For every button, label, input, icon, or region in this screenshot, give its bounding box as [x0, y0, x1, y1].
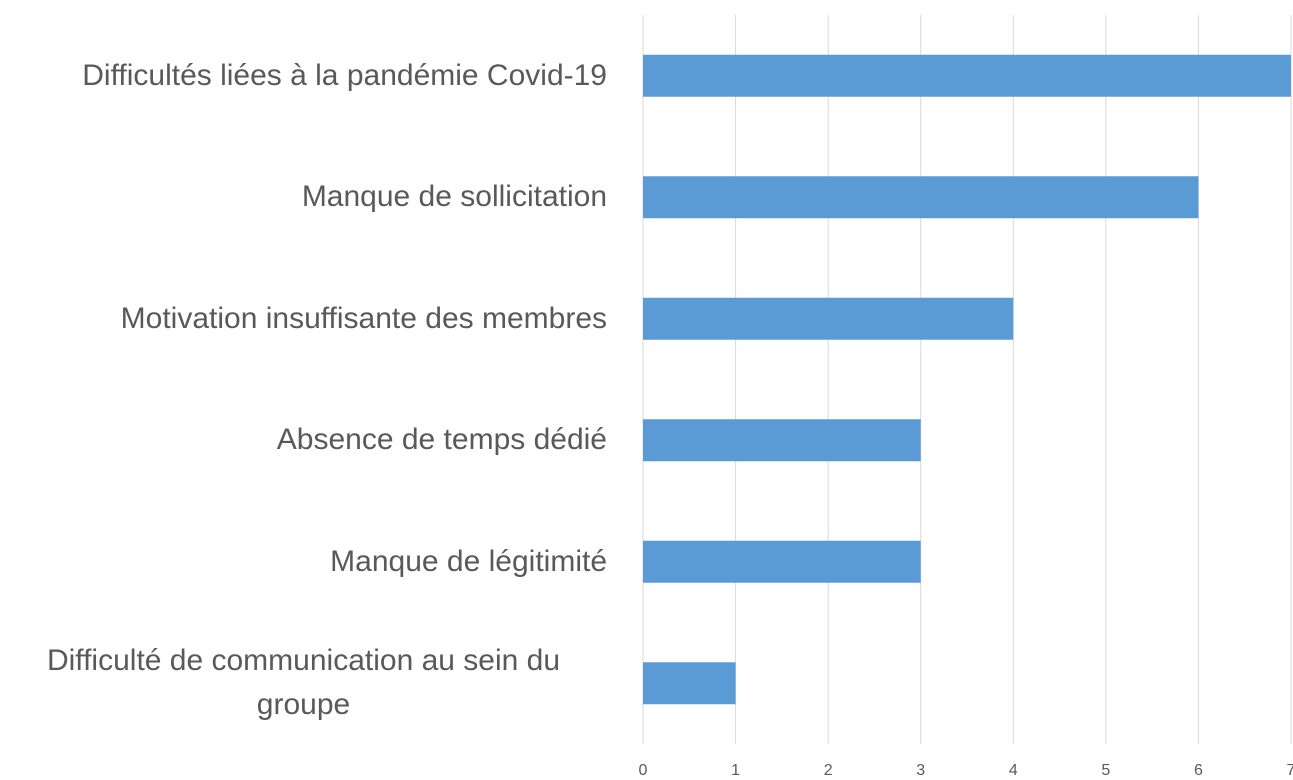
- bar: [643, 662, 736, 705]
- y-tick-label: Motivation insuffisante des membres: [120, 301, 607, 335]
- y-tick-label: Manque de légitimité: [330, 544, 607, 578]
- y-tick-label: Absence de temps dédié: [276, 423, 607, 457]
- x-tick-label: 7: [1287, 762, 1293, 779]
- y-tick-label: Difficulté de communication au sein du g…: [46, 644, 561, 722]
- bar: [643, 540, 921, 583]
- bar: [643, 54, 1291, 97]
- x-tick-label: 4: [1009, 762, 1018, 779]
- x-tick-label: 5: [1101, 762, 1110, 779]
- x-tick-label: 0: [639, 762, 648, 779]
- bar: [643, 419, 921, 462]
- x-tick-label: 6: [1194, 762, 1203, 779]
- bar: [643, 176, 1199, 219]
- x-tick-label: 3: [916, 762, 925, 779]
- bar: [643, 297, 1014, 340]
- x-tick-label: 1: [731, 762, 740, 779]
- y-tick-label: Manque de sollicitation: [301, 180, 607, 214]
- y-tick-label: Difficultés liées à la pandémie Covid-19: [82, 58, 607, 92]
- x-tick-label: 2: [824, 762, 833, 779]
